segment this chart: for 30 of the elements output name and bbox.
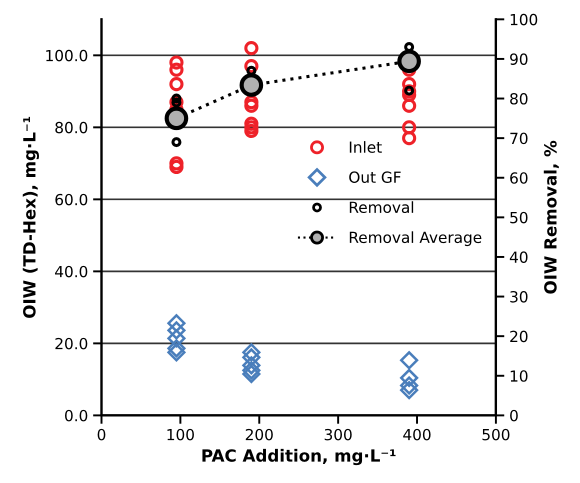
- legend-label: Removal: [350, 201, 414, 214]
- y2-tick-label: 0: [510, 410, 518, 422]
- y2-tick-label: 60: [510, 172, 528, 184]
- x-axis-title: PAC Addition, mg·L⁻¹: [202, 448, 396, 466]
- y2-tick-label: 20: [510, 330, 528, 342]
- y2-tick-label: 30: [510, 291, 528, 303]
- x-tick-label: 400: [403, 428, 431, 440]
- y2-tick-label: 100: [510, 14, 538, 26]
- x-tick-label: 500: [482, 428, 510, 440]
- y2-tick-label: 50: [510, 212, 528, 224]
- y-tick-label: 80.0: [55, 122, 88, 134]
- y-tick-label: 20.0: [55, 338, 88, 350]
- y2-tick-label: 90: [510, 53, 528, 65]
- y-tick-label: 40.0: [55, 266, 88, 278]
- x-tick-label: 100: [167, 428, 194, 440]
- x-tick-label: 200: [246, 428, 273, 440]
- y2-tick-label: 40: [510, 251, 528, 263]
- x-tick-label: 0: [98, 428, 106, 440]
- y2-axis-title: OIW Removal, %: [544, 140, 559, 294]
- legend-label: Out GF: [349, 171, 401, 183]
- y2-tick-label: 70: [510, 132, 528, 144]
- y2-tick-label: 10: [510, 370, 528, 382]
- y-tick-label: 60.0: [55, 194, 88, 206]
- x-tick-label: 300: [324, 428, 352, 440]
- legend-label: Removal Average: [350, 231, 482, 246]
- y-tick-label: 0.0: [65, 410, 88, 422]
- y-axis-title: OIW (TD-Hex), mg·L⁻¹: [22, 116, 40, 318]
- y-tick-label: 100.0: [46, 50, 88, 62]
- y2-tick-label: 80: [510, 92, 528, 105]
- legend-label: Inlet: [350, 141, 382, 153]
